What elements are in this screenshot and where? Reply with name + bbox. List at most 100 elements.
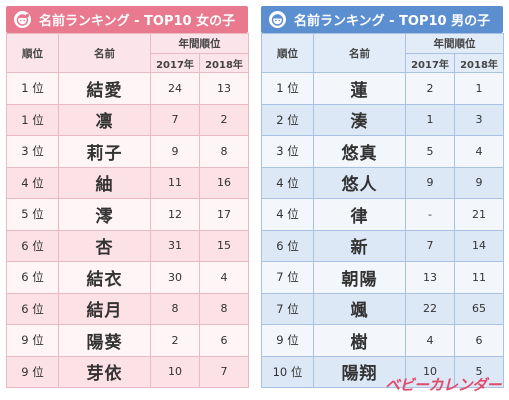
name-cell: 陽葵: [58, 324, 151, 357]
rank-cell: 4 位: [261, 166, 314, 199]
boys-ranking-title: 名前ランキング - TOP10 男の子: [294, 14, 491, 29]
rank-2018-cell: 11: [454, 261, 504, 294]
rank-2018-cell: 65: [454, 292, 504, 325]
table-row: 4 位悠人 9 9: [261, 166, 504, 199]
header-annual-rank: 年間順位: [405, 33, 504, 54]
boys-ranking-panel: 名前ランキング - TOP10 男の子 順位 名前 年間順位 2017年 201…: [261, 6, 504, 388]
rank-2017-cell: 24: [150, 72, 200, 105]
table-row: 4 位紬 11 16: [6, 166, 249, 199]
rank-cell: 6 位: [6, 229, 59, 262]
rank-2017-cell: -: [405, 198, 455, 231]
table-row: 9 位芽依 10 7: [6, 355, 249, 388]
rank-cell: 9 位: [6, 355, 59, 388]
rank-2018-cell: 6: [199, 324, 249, 357]
table-row: 6 位杏 31 15: [6, 229, 249, 262]
rank-2018-cell: 15: [199, 229, 249, 262]
rank-cell: 6 位: [6, 292, 59, 325]
boy-face-icon: [269, 11, 286, 28]
rank-2018-cell: 1: [454, 72, 504, 105]
rank-2017-cell: 2: [150, 324, 200, 357]
name-cell: 蓮: [313, 72, 406, 105]
name-cell: 悠真: [313, 135, 406, 168]
name-cell: 凛: [58, 103, 151, 136]
table-row: 7 位朝陽 13 11: [261, 261, 504, 294]
rank-2018-cell: 4: [454, 135, 504, 168]
header-2018: 2018年: [199, 53, 249, 73]
table-row: 1 位結愛 24 13: [6, 72, 249, 105]
table-row: 6 位新 7 14: [261, 229, 504, 262]
table-row: 6 位結月 8 8: [6, 292, 249, 325]
name-cell: 律: [313, 198, 406, 231]
rank-cell: 7 位: [261, 261, 314, 294]
rank-2018-cell: 3: [454, 103, 504, 136]
rank-2017-cell: 10: [405, 355, 455, 388]
rank-2018-cell: 8: [199, 135, 249, 168]
rank-cell: 3 位: [6, 135, 59, 168]
header-2017: 2017年: [150, 53, 200, 73]
girls-ranking-title: 名前ランキング - TOP10 女の子: [39, 14, 236, 29]
rank-2017-cell: 31: [150, 229, 200, 262]
name-cell: 湊: [313, 103, 406, 136]
rank-2018-cell: 14: [454, 229, 504, 262]
table-header-row: 順位 名前 年間順位: [6, 33, 249, 73]
rank-2018-cell: 8: [199, 292, 249, 325]
name-cell: 悠人: [313, 166, 406, 199]
rank-2017-cell: 7: [150, 103, 200, 136]
rank-2017-cell: 10: [150, 355, 200, 388]
name-cell: 陽翔: [313, 355, 406, 388]
table-row: 6 位結衣 30 4: [6, 261, 249, 294]
table-subheader-row: 2017年 2018年: [262, 53, 504, 73]
header-name: 名前: [58, 33, 151, 73]
rank-2017-cell: 4: [405, 324, 455, 357]
name-cell: 颯: [313, 292, 406, 325]
name-cell: 樹: [313, 324, 406, 357]
rank-cell: 10 位: [261, 355, 314, 388]
header-rank: 順位: [261, 33, 314, 73]
name-cell: 結月: [58, 292, 151, 325]
rank-2018-cell: 2: [199, 103, 249, 136]
rank-2018-cell: 6: [454, 324, 504, 357]
rank-cell: 4 位: [6, 166, 59, 199]
rank-cell: 5 位: [6, 198, 59, 231]
table-row: 3 位莉子 9 8: [6, 135, 249, 168]
rank-cell: 9 位: [261, 324, 314, 357]
rank-2018-cell: 13: [199, 72, 249, 105]
name-cell: 結愛: [58, 72, 151, 105]
rank-2017-cell: 30: [150, 261, 200, 294]
table-row: 9 位陽葵 2 6: [6, 324, 249, 357]
header-name: 名前: [313, 33, 406, 73]
rank-2017-cell: 8: [150, 292, 200, 325]
girls-ranking-title-bar: 名前ランキング - TOP10 女の子: [6, 6, 248, 33]
rank-cell: 4 位: [261, 198, 314, 231]
name-cell: 朝陽: [313, 261, 406, 294]
name-cell: 莉子: [58, 135, 151, 168]
name-cell: 杏: [58, 229, 151, 262]
rank-2018-cell: 5: [454, 355, 504, 388]
rank-cell: 6 位: [261, 229, 314, 262]
table-row: 10 位陽翔 10 5: [261, 355, 504, 388]
rank-2017-cell: 13: [405, 261, 455, 294]
rank-cell: 1 位: [261, 72, 314, 105]
boys-ranking-title-bar: 名前ランキング - TOP10 男の子: [261, 6, 503, 33]
rank-cell: 7 位: [261, 292, 314, 325]
name-cell: 新: [313, 229, 406, 262]
rank-cell: 1 位: [6, 72, 59, 105]
header-rank: 順位: [6, 33, 59, 73]
rank-2017-cell: 9: [150, 135, 200, 168]
rank-2018-cell: 17: [199, 198, 249, 231]
table-row: 3 位悠真 5 4: [261, 135, 504, 168]
name-cell: 澪: [58, 198, 151, 231]
baby-calendar-logo: ベビーカレンダー: [384, 376, 502, 394]
rank-2018-cell: 16: [199, 166, 249, 199]
rank-2017-cell: 12: [150, 198, 200, 231]
rank-2017-cell: 1: [405, 103, 455, 136]
girl-face-icon: [14, 11, 31, 28]
table-row: 4 位律 -21: [261, 198, 504, 231]
rank-cell: 9 位: [6, 324, 59, 357]
